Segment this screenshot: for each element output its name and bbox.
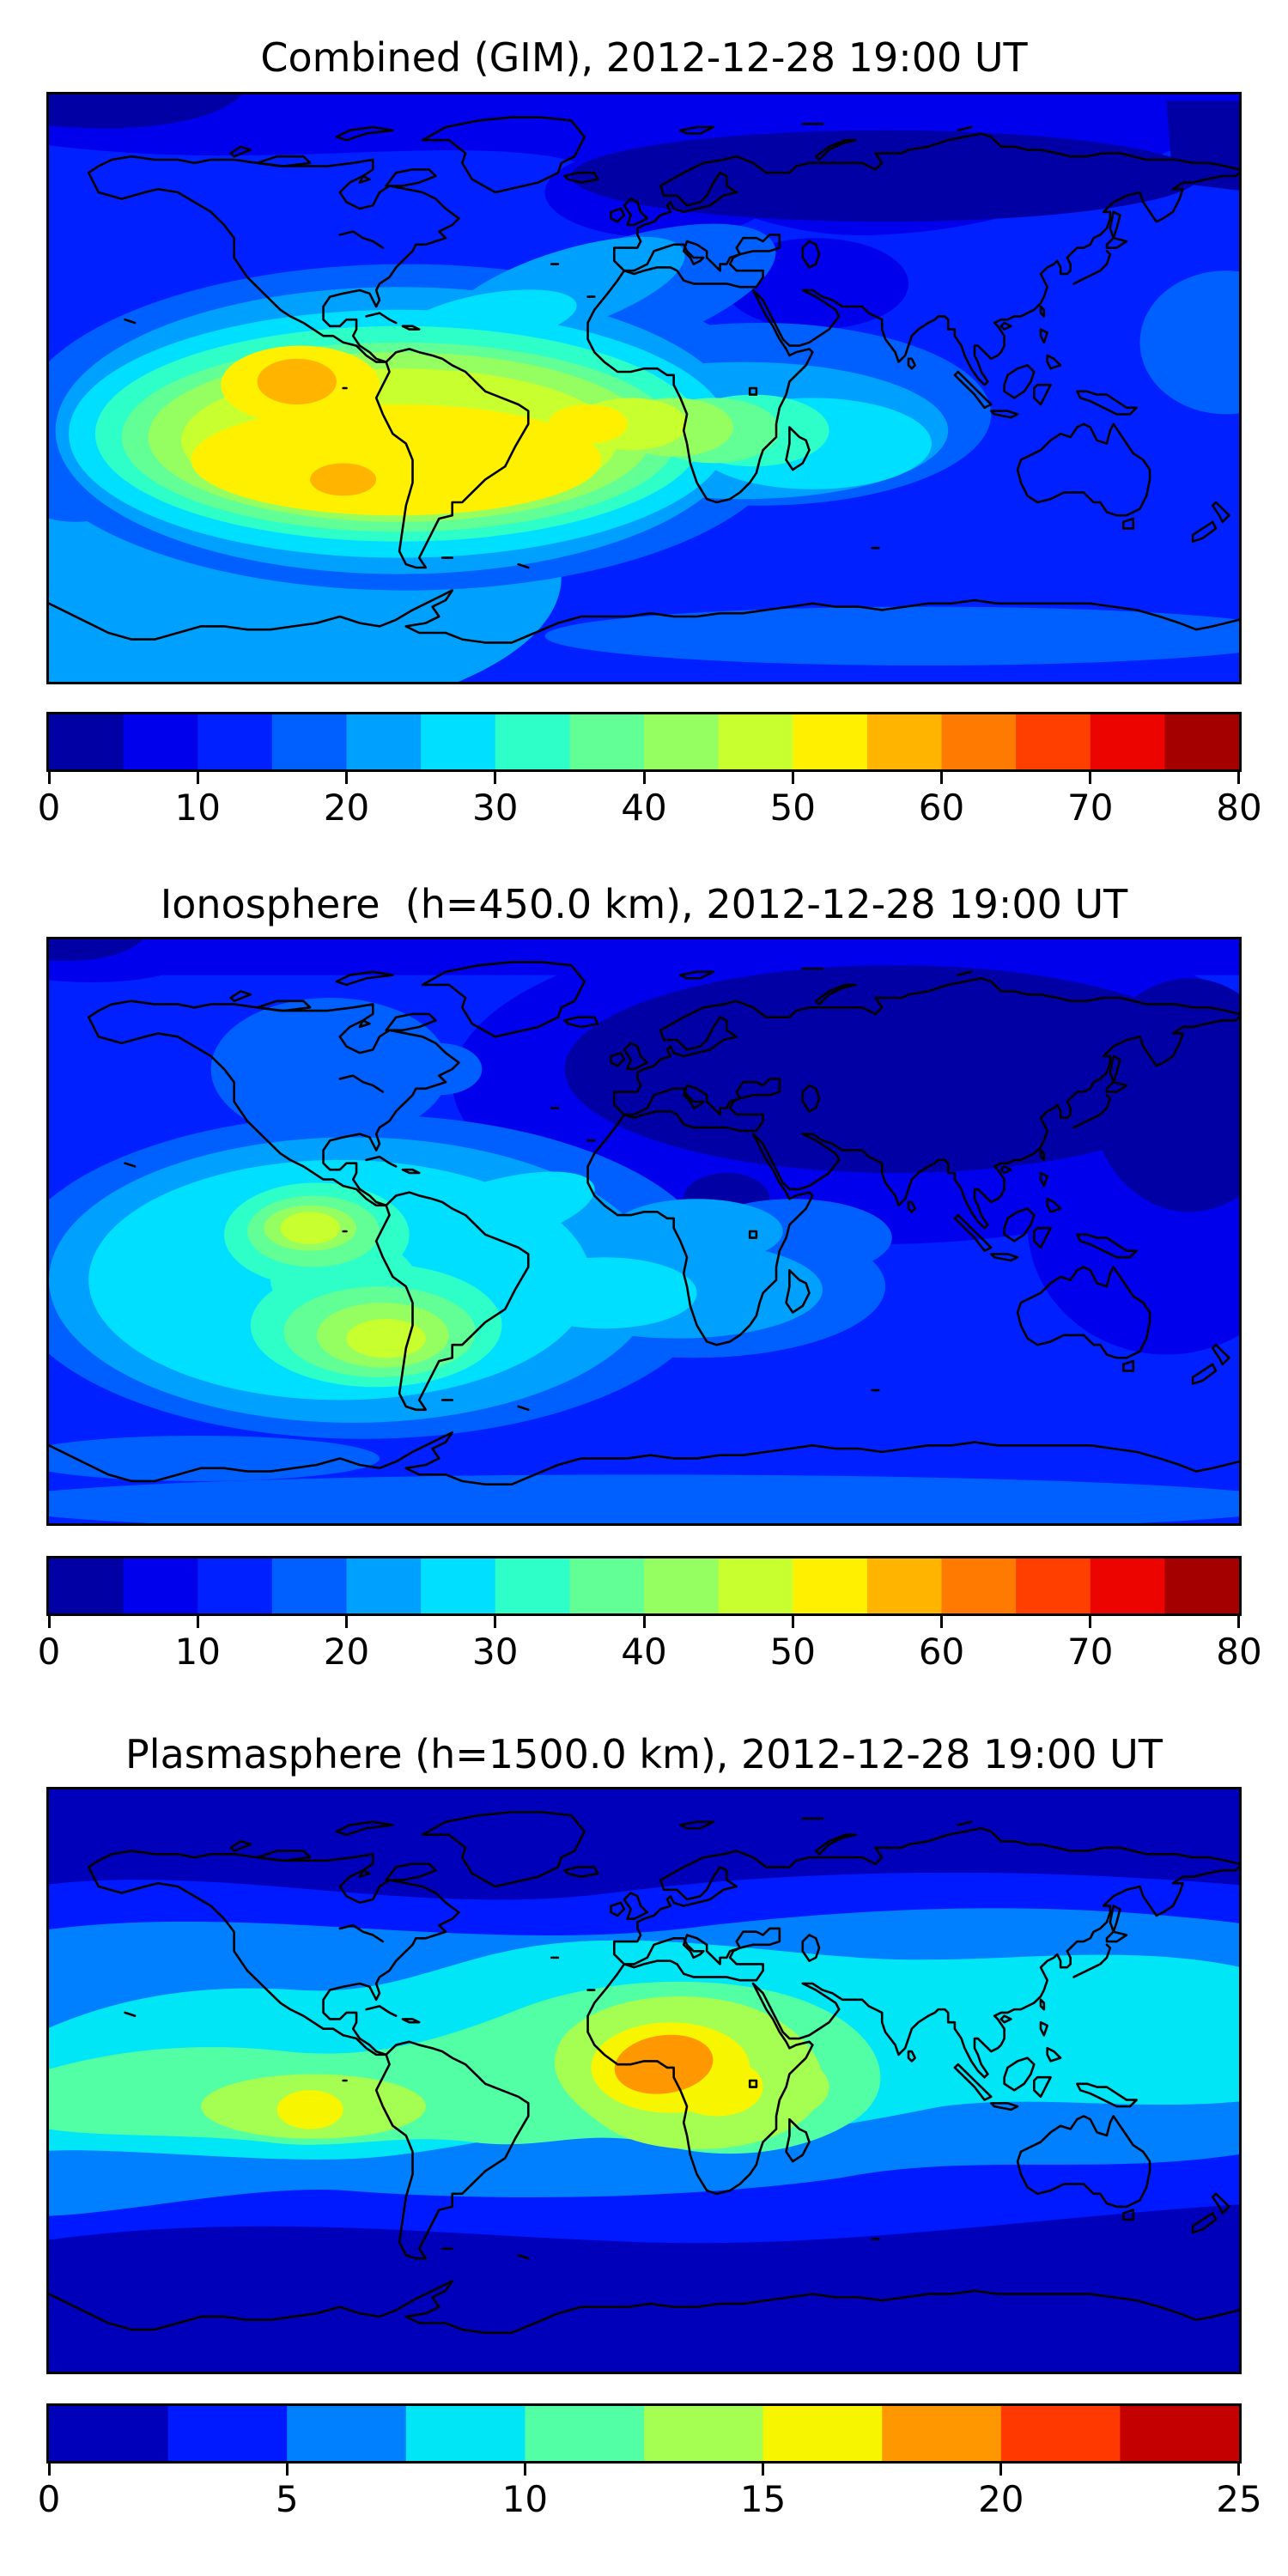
tick-label: 15 [739,2478,787,2520]
tick-label: 80 [1216,787,1262,829]
tick [642,1616,646,1628]
colorbar-plasmasphere: 0 5 10 15 20 25 [38,2403,1262,2520]
tick [1237,2464,1240,2476]
tick [1237,1616,1240,1628]
colorbar-combined: 0 10 20 30 40 50 60 70 80 [38,712,1262,829]
tick-label: 0 [37,1631,61,1673]
tick [48,1616,51,1628]
tick-label: 20 [323,1631,370,1673]
tick-label: 40 [621,787,667,829]
colorbar-plasmasphere-gradient [49,2406,1239,2461]
tick [494,1616,497,1628]
contour-layer-55-60 [257,358,377,496]
map-plasmasphere-svg [49,1789,1239,2372]
tick-label: 25 [1216,2478,1262,2520]
tick-label: 30 [472,1631,519,1673]
tick-label: 40 [621,1631,667,1673]
map-ionosphere-svg [49,939,1239,1523]
contour-patch-15-20-east [1139,270,1239,415]
panel3-title: Plasmasphere (h=1500.0 km), 2012-12-28 1… [125,1731,1163,1777]
tick-label: 5 [275,2478,299,2520]
tick [48,772,51,784]
tick-label: 10 [501,2478,549,2520]
map-combined-svg [49,94,1239,682]
tick-label: 70 [1067,787,1114,829]
tick [1237,772,1240,784]
tick-label: 10 [174,787,221,829]
tick-label: 10 [174,1631,221,1673]
tick [196,772,199,784]
tick-label: 0 [37,787,61,829]
tick-label: 30 [472,787,519,829]
map-plasmasphere [46,1787,1242,2374]
map-combined-gim [46,92,1242,684]
tick [345,1616,348,1628]
tick [999,2464,1003,2476]
tick-label: 50 [769,1631,816,1673]
tick [285,2464,289,2476]
tick [196,1616,199,1628]
tick-label: 70 [1067,1631,1114,1673]
contour-north-america-patch [210,998,483,1141]
tick-label: 20 [978,2478,1024,2520]
tick-label: 80 [1216,1631,1262,1673]
tick [791,772,794,784]
map-ionosphere [46,937,1242,1526]
tick [1089,1616,1092,1628]
tick [940,772,943,784]
tick-label: 60 [918,1631,965,1673]
tick-label: 50 [769,787,816,829]
colorbar-ionosphere-gradient [49,1558,1239,1613]
tick [48,2464,51,2476]
panel2-title: Ionosphere (h=450.0 km), 2012-12-28 19:0… [160,881,1128,927]
contour-layer-0-5 [49,939,1239,1225]
tick [523,2464,526,2476]
tick [762,2464,765,2476]
panel1-title: Combined (GIM), 2012-12-28 19:00 UT [260,34,1028,81]
contour-layer-0-5 [49,94,1239,222]
tick-label: 60 [918,787,965,829]
tick [940,1616,943,1628]
colorbar-combined-gradient [49,714,1239,769]
tick-label: 20 [323,787,370,829]
tick [791,1616,794,1628]
tick [1089,772,1092,784]
tick [345,772,348,784]
tick [494,772,497,784]
tick [642,772,646,784]
tick-label: 0 [37,2478,61,2520]
colorbar-ionosphere: 0 10 20 30 40 50 60 70 80 [38,1556,1262,1673]
